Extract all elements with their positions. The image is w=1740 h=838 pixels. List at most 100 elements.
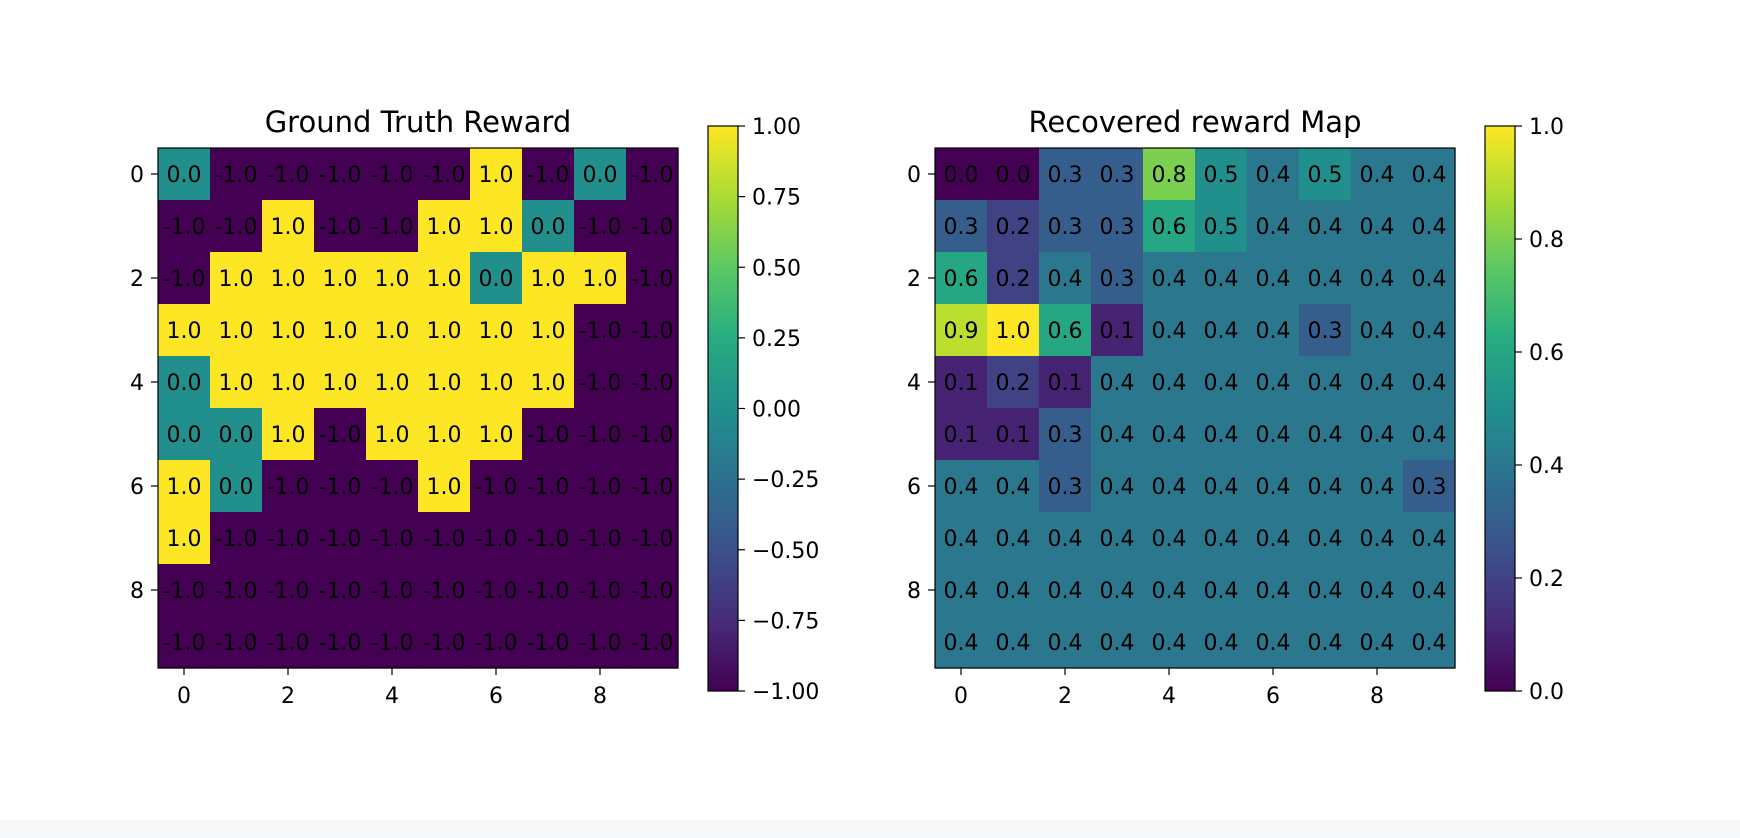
heatmap-cell bbox=[1039, 408, 1092, 461]
heatmap-cell bbox=[1247, 356, 1300, 409]
heatmap-cell bbox=[1351, 356, 1404, 409]
cell-value-label: 0.4 bbox=[1204, 579, 1239, 604]
heatmap-cell bbox=[1143, 616, 1196, 669]
cell-value-label: 0.0 bbox=[583, 163, 618, 188]
heatmap-cell bbox=[1247, 200, 1300, 253]
cell-value-label: -1.0 bbox=[267, 475, 310, 500]
cell-value-label: 0.4 bbox=[1204, 371, 1239, 396]
heatmap-cell bbox=[1143, 252, 1196, 305]
cell-value-label: -1.0 bbox=[631, 423, 674, 448]
cell-value-label: -1.0 bbox=[579, 215, 622, 240]
heatmap-cell bbox=[1299, 356, 1352, 409]
heatmap-cell bbox=[1039, 304, 1092, 357]
heatmap-cell bbox=[1351, 148, 1404, 201]
heatmap-cell bbox=[1091, 304, 1144, 357]
heatmap-cell bbox=[470, 512, 523, 565]
heatmap-cell bbox=[987, 460, 1040, 513]
cell-value-label: -1.0 bbox=[631, 631, 674, 656]
heatmap-cell bbox=[262, 304, 315, 357]
heatmap-cell bbox=[1403, 616, 1456, 669]
y-tick-label: 8 bbox=[907, 579, 921, 604]
heatmap-cell bbox=[470, 252, 523, 305]
cell-value-label: 0.4 bbox=[1412, 215, 1447, 240]
cell-value-label: 0.4 bbox=[1256, 215, 1291, 240]
heatmap-cell bbox=[522, 356, 575, 409]
cell-value-label: 1.0 bbox=[427, 475, 462, 500]
heatmap-cell bbox=[935, 616, 988, 669]
heatmap-cell bbox=[935, 564, 988, 617]
heatmap-cell bbox=[935, 512, 988, 565]
cell-value-label: -1.0 bbox=[163, 215, 206, 240]
cell-value-label: -1.0 bbox=[267, 163, 310, 188]
heatmap-cell bbox=[1039, 616, 1092, 669]
heatmap-cell bbox=[470, 460, 523, 513]
heatmap-cell bbox=[1403, 252, 1456, 305]
heatmap-cell bbox=[1403, 408, 1456, 461]
heatmap-cell bbox=[1299, 252, 1352, 305]
cell-value-label: 0.4 bbox=[1256, 423, 1291, 448]
cell-value-label: 0.4 bbox=[1256, 631, 1291, 656]
cell-value-label: 1.0 bbox=[427, 371, 462, 396]
cell-value-label: 0.4 bbox=[1048, 579, 1083, 604]
heatmap-cell bbox=[1195, 252, 1248, 305]
cell-value-label: 0.4 bbox=[1256, 163, 1291, 188]
heatmap-cell bbox=[574, 408, 627, 461]
cell-value-label: 0.0 bbox=[167, 371, 202, 396]
heatmap-cell bbox=[418, 564, 471, 617]
heatmap-cell bbox=[418, 252, 471, 305]
colorbar bbox=[707, 125, 739, 692]
x-tick-label: 0 bbox=[954, 684, 968, 709]
cell-value-label: 0.9 bbox=[944, 319, 979, 344]
cell-value-label: 1.0 bbox=[531, 319, 566, 344]
cell-value-label: 0.0 bbox=[479, 267, 514, 292]
cell-value-label: 0.4 bbox=[1308, 371, 1343, 396]
heatmap-cell bbox=[418, 616, 471, 669]
cell-value-label: -1.0 bbox=[631, 163, 674, 188]
cell-value-label: 1.0 bbox=[479, 319, 514, 344]
cell-value-label: 0.3 bbox=[1100, 163, 1135, 188]
heatmap-cell bbox=[1351, 408, 1404, 461]
cell-value-label: 0.4 bbox=[1204, 319, 1239, 344]
heatmap-cell bbox=[626, 200, 679, 253]
colorbar-tick-label: 0.25 bbox=[752, 327, 801, 352]
cell-value-label: 0.4 bbox=[1360, 371, 1395, 396]
heatmap-cell bbox=[1299, 200, 1352, 253]
cell-value-label: -1.0 bbox=[579, 527, 622, 552]
heatmap-cell bbox=[1091, 252, 1144, 305]
cell-value-label: -1.0 bbox=[631, 579, 674, 604]
heatmap-cell bbox=[1195, 512, 1248, 565]
cell-value-label: 1.0 bbox=[375, 371, 410, 396]
colorbar-tick-label: −0.50 bbox=[752, 539, 819, 564]
heatmap-cell bbox=[1143, 460, 1196, 513]
heatmap-cell bbox=[1039, 460, 1092, 513]
cell-value-label: 0.4 bbox=[1100, 475, 1135, 500]
cell-value-label: 0.4 bbox=[1412, 319, 1447, 344]
heatmap-cell bbox=[418, 408, 471, 461]
heatmap-cell bbox=[626, 304, 679, 357]
heatmap-cell bbox=[470, 616, 523, 669]
heatmap-cell bbox=[314, 304, 367, 357]
heatmap-cell bbox=[574, 512, 627, 565]
heatmap-cell bbox=[262, 512, 315, 565]
cell-value-label: 0.4 bbox=[1308, 475, 1343, 500]
heatmap-cell bbox=[470, 200, 523, 253]
heatmap-cell bbox=[522, 564, 575, 617]
heatmap-cell bbox=[158, 460, 211, 513]
cell-value-label: 0.3 bbox=[1412, 475, 1447, 500]
heatmap-cell bbox=[470, 148, 523, 201]
cell-value-label: -1.0 bbox=[319, 163, 362, 188]
colorbar-tick-label: 0.75 bbox=[752, 186, 801, 211]
heatmap-cell bbox=[418, 148, 471, 201]
cell-value-label: 0.4 bbox=[996, 475, 1031, 500]
cell-value-label: 0.4 bbox=[1152, 527, 1187, 552]
heatmap-cell bbox=[1247, 616, 1300, 669]
figure: 0.0 -1.0 -1.0 -1.0 -1.0 -1.0 1.0 -1.0 0.0 -1.0 -1.… bbox=[130, 105, 1564, 709]
heatmap-cell bbox=[574, 304, 627, 357]
x-tick-label: 6 bbox=[489, 684, 503, 709]
heatmap-cell bbox=[626, 148, 679, 201]
heatmap-cell bbox=[366, 564, 419, 617]
cell-value-label: 0.3 bbox=[1308, 319, 1343, 344]
heatmap-cell bbox=[418, 304, 471, 357]
heatmap-cell bbox=[1143, 512, 1196, 565]
heatmap-cell bbox=[158, 616, 211, 669]
